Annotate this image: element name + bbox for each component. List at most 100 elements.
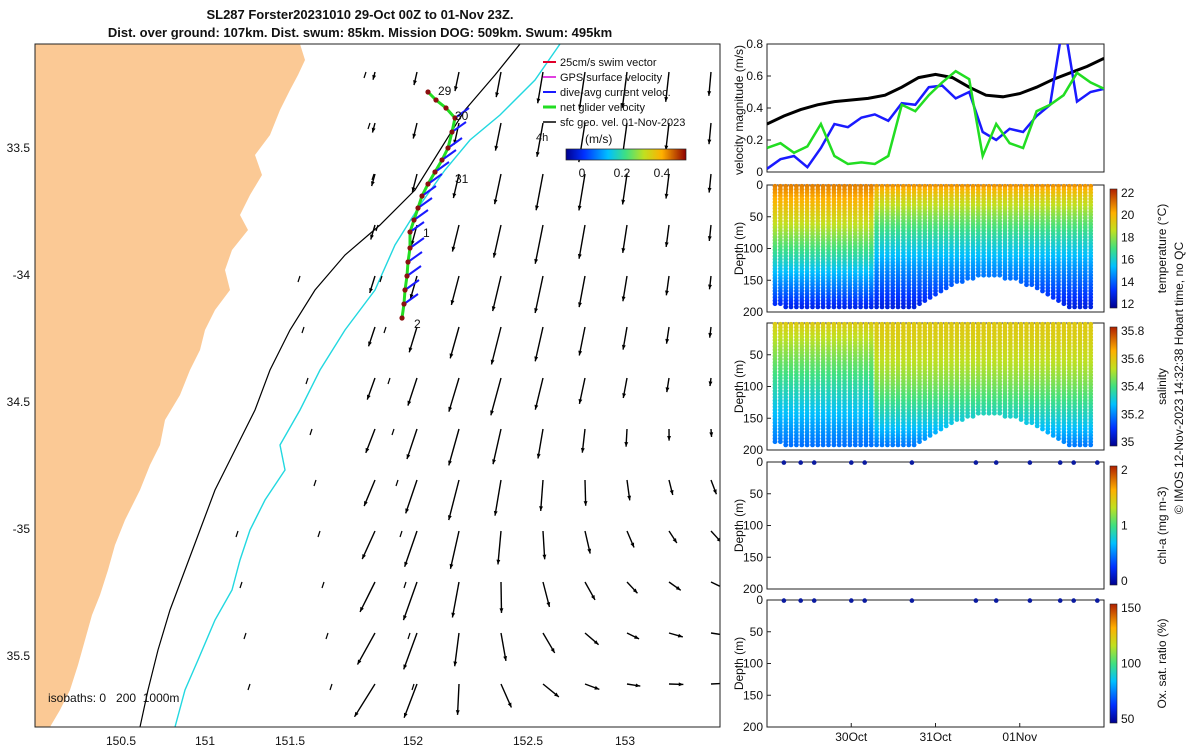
map-y-tick: 34.5	[7, 395, 31, 409]
surface-sample	[1095, 598, 1100, 603]
geo-arrowhead	[546, 601, 551, 607]
geo-arrow	[449, 326, 460, 359]
velocity-y-tick: 0	[756, 165, 763, 179]
velocity-y-tick: 0.2	[746, 133, 763, 147]
geo-arrow	[540, 479, 544, 511]
geo-arrowhead	[587, 548, 592, 554]
geo-arrowhead	[577, 253, 582, 259]
title-line-2: Dist. over ground: 107km. Dist. swum: 85…	[107, 25, 613, 40]
geo-arrowhead	[411, 187, 416, 193]
geo-arrow	[456, 683, 460, 715]
geo-arrowhead	[405, 508, 410, 514]
dive-avg-vector	[413, 209, 429, 221]
cast-sample	[943, 423, 949, 429]
geo-arrowhead	[664, 145, 669, 151]
geo-arrowhead	[621, 199, 626, 205]
depth-label: Depth (m)	[732, 222, 746, 275]
geo-arrowhead	[366, 394, 371, 400]
geo-arrowhead	[721, 633, 726, 637]
geo-arrowhead	[370, 234, 374, 240]
cast-sample	[831, 304, 837, 310]
geo-arrow	[375, 224, 379, 232]
track-point	[405, 259, 411, 265]
cast-sample	[949, 420, 954, 426]
geo-arrowhead	[578, 350, 583, 356]
panel-colorbar	[1109, 603, 1118, 724]
map-y-tick: -35	[13, 522, 31, 536]
depth-tick: 50	[750, 625, 764, 639]
cast-sample	[1002, 413, 1008, 419]
geo-arrowhead	[449, 353, 454, 359]
geo-arrow	[490, 377, 502, 416]
depth-label: Depth (m)	[732, 637, 746, 690]
cast-sample	[938, 426, 944, 432]
cast-sample	[836, 442, 842, 448]
geo-arrow	[753, 429, 754, 437]
geo-arrowhead	[578, 104, 582, 110]
surface-sample	[849, 460, 854, 465]
net-glider-track	[400, 90, 457, 319]
geo-arrowhead	[507, 702, 512, 708]
cast-sample	[1088, 304, 1094, 310]
geo-arrow	[500, 632, 507, 662]
map-x-tick: 150.5	[106, 734, 136, 748]
isobath-1000m	[174, 44, 561, 727]
geo-arrowhead	[360, 606, 364, 612]
geo-arrow	[371, 173, 375, 181]
geo-arrowhead	[550, 647, 555, 653]
track-point	[404, 273, 410, 279]
geo-arrowhead	[364, 501, 368, 507]
geo-arrow	[309, 428, 313, 436]
velocity-y-tick: 0.8	[746, 37, 763, 51]
colorbar-tick: 20	[1121, 208, 1135, 222]
geo-arrowhead	[368, 341, 372, 347]
geo-arrow	[399, 530, 403, 538]
geo-arrowhead	[371, 127, 376, 133]
cast-sample	[788, 304, 794, 310]
geo-arrow	[534, 275, 544, 314]
geo-arrowhead	[716, 537, 720, 542]
geo-arrowhead	[369, 287, 373, 293]
geo-arrowhead	[412, 133, 417, 139]
geo-arrow	[534, 377, 544, 410]
geo-arrow	[491, 275, 502, 312]
geo-arrowhead	[678, 682, 684, 687]
cast-sample	[1034, 423, 1040, 429]
cast-sample	[868, 442, 874, 448]
cast-sample	[842, 304, 847, 310]
geo-arrowhead	[490, 359, 495, 365]
geo-arrowhead	[664, 242, 669, 247]
geo-arrowhead	[403, 664, 408, 670]
geo-arrowhead	[593, 640, 599, 645]
map-frame	[34, 43, 721, 728]
geo-arrow	[402, 581, 418, 621]
day-label: 30	[455, 109, 469, 123]
geo-arrowhead	[708, 284, 712, 290]
geo-arrowhead	[451, 612, 456, 618]
colorbar-tick: 35.6	[1121, 352, 1145, 366]
cast-sample	[1013, 413, 1019, 419]
geo-arrow	[361, 530, 376, 560]
cast-sample	[922, 298, 928, 303]
geo-arrowhead	[677, 633, 683, 638]
colorbar-tick: 35.2	[1121, 407, 1145, 421]
colorbar-tick: 22	[1121, 186, 1135, 200]
cast-sample	[933, 291, 938, 297]
surface-sample	[1071, 460, 1076, 465]
geo-arrowhead	[634, 635, 640, 639]
geo-arrow	[542, 530, 546, 560]
depth-tick: 50	[750, 487, 764, 501]
geo-arrowhead	[621, 344, 626, 350]
cast-sample	[1077, 304, 1083, 310]
time-tick: 01Nov	[1002, 730, 1037, 744]
geo-arrowhead	[621, 102, 625, 108]
surface-sample	[909, 460, 915, 465]
colorbar-tick: 2	[1121, 463, 1128, 477]
geo-arrow	[403, 632, 418, 670]
cast-sample	[986, 272, 992, 278]
surface-sample	[1027, 598, 1033, 603]
geo-arrow	[363, 71, 367, 79]
time-tick: 31Oct	[919, 730, 952, 744]
cast-sample	[1045, 291, 1051, 297]
cast-sample	[890, 304, 896, 310]
